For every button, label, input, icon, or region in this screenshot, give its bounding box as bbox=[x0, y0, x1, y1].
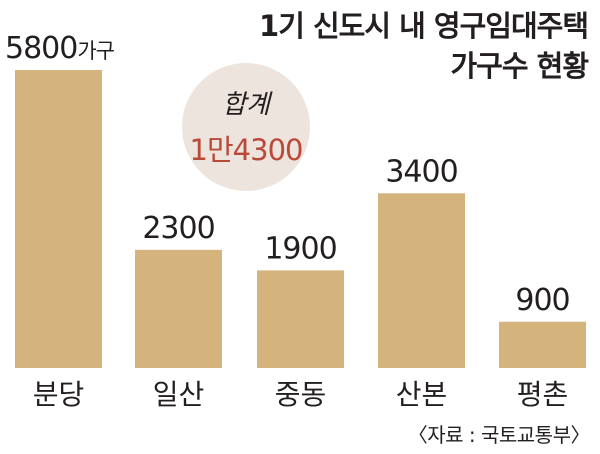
value-label-분당: 5800가구 bbox=[5, 31, 115, 66]
bar-중동 bbox=[257, 270, 344, 368]
bar-분당 bbox=[15, 70, 102, 368]
value-label-산본: 3400 bbox=[385, 154, 457, 189]
category-labels-group: 분당 일산 중동 산본 평촌 bbox=[33, 378, 569, 411]
chart-title-line-2: 가구수 현황 bbox=[451, 49, 590, 83]
value-label-평촌: 900 bbox=[515, 283, 569, 318]
total-value: 1만4300 bbox=[190, 133, 303, 167]
unit-label: 가구 bbox=[77, 39, 114, 63]
bar-평촌 bbox=[499, 321, 586, 368]
value-labels-group: 5800가구 2300 1900 3400 900 bbox=[5, 31, 571, 318]
bar-산본 bbox=[378, 193, 465, 368]
category-label-분당: 분당 bbox=[33, 378, 85, 411]
value-label-일산: 2300 bbox=[142, 211, 214, 246]
source-note: 〈자료 : 국토교통부〉 bbox=[408, 423, 590, 447]
chart-title-line-1: 1기 신도시 내 영구임대주택 bbox=[259, 9, 588, 43]
category-label-일산: 일산 bbox=[153, 378, 205, 411]
total-label: 합계 bbox=[222, 90, 273, 120]
category-label-중동: 중동 bbox=[275, 378, 327, 411]
total-bubble: 합계 1만4300 bbox=[182, 63, 310, 191]
category-label-평촌: 평촌 bbox=[517, 378, 569, 411]
bars-group bbox=[15, 70, 586, 368]
bar-일산 bbox=[135, 249, 222, 368]
value-label-중동: 1900 bbox=[264, 231, 336, 266]
category-label-산본: 산본 bbox=[396, 378, 448, 411]
total-bubble-circle bbox=[182, 63, 310, 191]
